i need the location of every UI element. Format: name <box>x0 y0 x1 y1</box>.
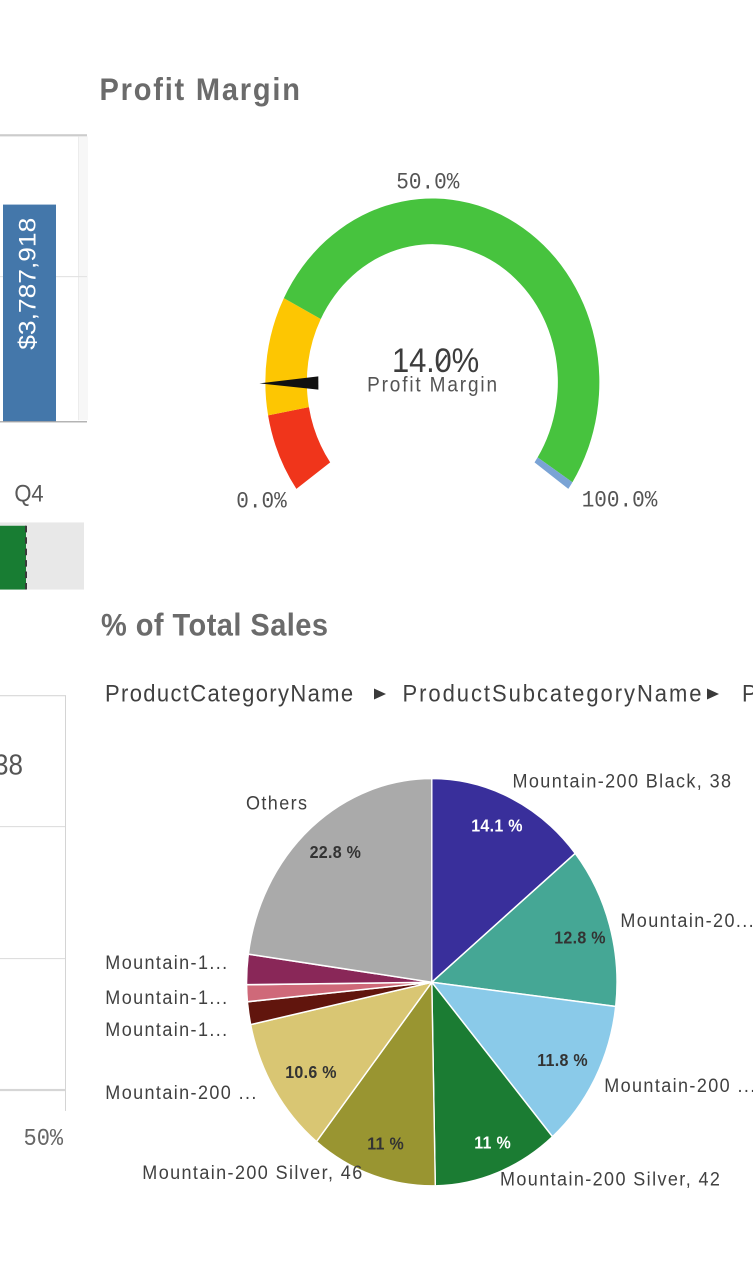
svg-text:$3,787,918: $3,787,918 <box>15 218 42 350</box>
